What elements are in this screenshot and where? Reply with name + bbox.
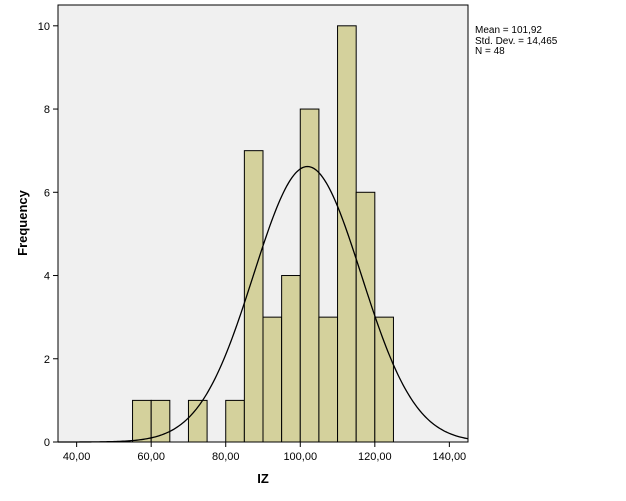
- y-tick-label: 6: [44, 187, 50, 199]
- x-tick-label: 120,00: [358, 451, 392, 463]
- histogram-bar: [374, 316, 394, 443]
- stats-mean: Mean = 101,92: [475, 25, 542, 36]
- y-tick-label: 4: [44, 271, 50, 283]
- x-tick-label: 140,00: [433, 451, 467, 463]
- y-tick-label: 2: [44, 354, 50, 366]
- y-axis: 0 2 4 6 8 10: [38, 21, 58, 449]
- histogram-bar: [150, 399, 171, 443]
- stats-std-dev: Std. Dev. = 14,465: [475, 35, 558, 47]
- y-tick-label: 8: [44, 104, 50, 116]
- histogram-bar: [299, 108, 320, 443]
- histogram-bar: [355, 191, 376, 443]
- histogram-bar: [337, 25, 357, 443]
- x-tick-label: 60,00: [137, 451, 165, 463]
- bars-group: [132, 25, 394, 443]
- normal-curve: [58, 165, 469, 443]
- y-tick-label: 0: [44, 437, 50, 449]
- x-axis: 40,00 60,00 80,00 100,00 120,00 140,00: [63, 442, 466, 463]
- stats-box: Mean = 101,92 Std. Dev. = 14,465 N = 48: [475, 25, 558, 58]
- histogram-bar: [281, 275, 301, 443]
- histogram-bar: [187, 399, 208, 443]
- x-tick-label: 80,00: [212, 451, 240, 463]
- histogram-bar: [262, 316, 283, 443]
- x-tick-label: 40,00: [63, 451, 91, 463]
- stats-n: N = 48: [475, 46, 505, 57]
- x-tick-label: 100,00: [283, 451, 317, 463]
- y-axis-title: Frequency: [15, 189, 30, 256]
- y-tick-label: 10: [38, 21, 50, 33]
- x-axis-title: IZ: [257, 471, 269, 486]
- histogram-bar: [132, 399, 152, 443]
- histogram-bar: [225, 399, 245, 443]
- histogram-bar: [318, 316, 339, 443]
- histogram-bar: [243, 150, 264, 443]
